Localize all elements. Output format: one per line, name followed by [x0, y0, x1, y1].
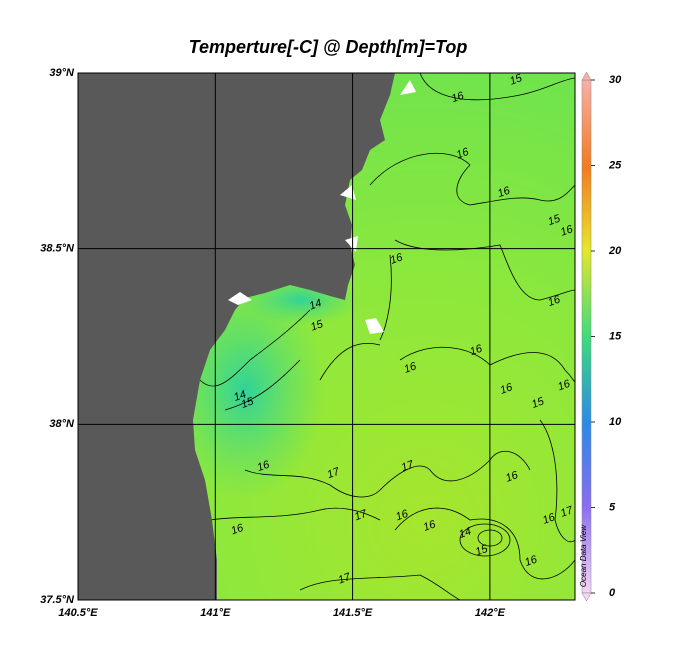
contour-label: 16 [402, 360, 418, 376]
plot-frame [77, 72, 576, 601]
contour-label: 15 [309, 318, 325, 334]
colorbar-tick-label: 25 [608, 159, 622, 171]
y-tick-label: 37.5°N [40, 594, 75, 606]
colorbar-tick-label: 20 [608, 245, 622, 257]
y-tick-label: 38°N [49, 418, 75, 430]
contour-label: 16 [546, 293, 562, 309]
contour-label: 16 [455, 146, 471, 162]
colorbar-tick-label: 15 [609, 330, 622, 342]
contour-label: 14 [457, 525, 473, 540]
contour-label: 17 [353, 508, 369, 524]
contour-label: 16 [450, 89, 466, 105]
contour-label: 16 [256, 458, 272, 474]
colorbar [581, 79, 592, 594]
contour-label: 16 [496, 184, 512, 200]
colorbar-cap [581, 71, 592, 81]
contour-label: 16 [229, 522, 245, 538]
contour-label: 14 [232, 388, 248, 403]
colorbar-tick-label: 30 [609, 74, 622, 86]
contour-label: 15 [530, 395, 546, 411]
chart-title: Temperture[-C] @ Depth[m]=Top [189, 37, 468, 57]
contour-label: 16 [422, 518, 438, 534]
contour-label: 16 [468, 342, 484, 358]
contour-label: 15 [474, 543, 490, 559]
y-tick-label: 38.5°N [40, 243, 75, 255]
contour-label: 16 [504, 469, 520, 485]
contour-label: 16 [389, 251, 405, 267]
watermark: Ocean Data View [579, 524, 588, 587]
x-tick-label: 140.5°E [58, 607, 98, 619]
contour-label: 15 [508, 72, 524, 88]
land [78, 73, 395, 600]
y-tick-label: 39°N [49, 67, 75, 79]
colorbar-tick-label: 0 [609, 587, 616, 599]
colorbar-cap [581, 592, 592, 602]
x-tick-label: 141.5°E [333, 607, 373, 619]
contour-label: 15 [240, 395, 256, 411]
contour-label: 16 [394, 508, 410, 524]
colorbar-tick-label: 5 [609, 501, 616, 513]
contour-label: 17 [337, 571, 353, 587]
contour-lines [199, 73, 575, 600]
contour-label: 17 [400, 458, 416, 474]
contour-label: 16 [541, 511, 557, 527]
contour-label: 17 [326, 465, 342, 481]
contour-label: 16 [556, 378, 572, 394]
contour-label: 14 [308, 297, 324, 312]
colorbar-tick-label: 10 [609, 416, 622, 428]
contour-label: 17 [559, 504, 575, 520]
x-tick-label: 142°E [475, 607, 506, 619]
x-tick-label: 141°E [200, 607, 231, 619]
contour-label: 16 [559, 223, 575, 239]
contour-label: 16 [499, 381, 515, 397]
contour-label: 16 [523, 553, 539, 569]
contour-label: 15 [546, 212, 562, 228]
